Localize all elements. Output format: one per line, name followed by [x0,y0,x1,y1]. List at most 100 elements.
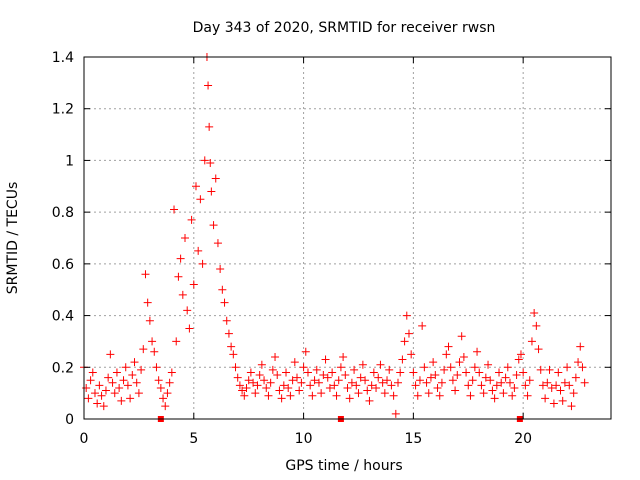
data-point [455,358,464,367]
data-point [413,391,422,400]
data-point [580,378,589,387]
data-point [563,363,572,372]
data-point [222,316,231,325]
data-point [141,270,150,279]
y-tick-label: 0 [65,412,74,428]
y-tick-label: 0.2 [52,360,74,376]
data-point [519,368,528,377]
data-point [194,246,203,255]
data-point [574,358,583,367]
data-point [314,378,323,387]
data-point [374,373,383,382]
data-point [523,391,532,400]
data-point [543,378,552,387]
data-point [380,389,389,398]
data-point [516,350,525,359]
data-point [246,368,255,377]
data-point [356,373,365,382]
x-axis-label: GPS time / hours [285,458,402,474]
data-point [567,402,576,411]
data-point [462,368,471,377]
data-point [211,174,220,183]
data-point [159,394,168,403]
data-point [275,386,284,395]
data-point [547,383,556,392]
data-point [154,376,163,385]
data-point [339,352,348,361]
data-point [424,389,433,398]
data-point [207,187,216,196]
data-point [415,376,424,385]
data-point [183,306,192,315]
data-point [343,383,352,392]
data-point [385,365,394,374]
data-point [301,347,310,356]
data-point [420,363,429,372]
data-point [325,383,334,392]
data-point [503,363,512,372]
data-point [444,342,453,351]
data-point [459,352,468,361]
data-point [121,363,130,372]
data-point [576,342,585,351]
data-point [260,376,269,385]
data-point [565,381,574,390]
x-tick-label: 0 [80,431,89,447]
data-point [308,391,317,400]
data-point [323,373,332,382]
data-point [361,376,370,385]
data-point [453,371,462,380]
data-point [132,378,141,387]
data-point [264,391,273,400]
data-point [165,378,174,387]
data-point [407,350,416,359]
data-point [341,371,350,380]
data-point [145,316,154,325]
data-point [310,376,319,385]
data-point [150,347,159,356]
data-point [400,337,409,346]
data-point [88,368,97,377]
data-point [367,381,376,390]
data-point [206,159,215,168]
y-tick-label: 0.4 [52,309,74,325]
data-point [139,345,148,354]
data-point [369,368,378,377]
data-point [510,383,519,392]
data-point [238,386,247,395]
data-point [495,368,504,377]
data-point [200,156,209,165]
data-point [383,376,392,385]
data-point [532,321,541,330]
data-point [189,280,198,289]
data-point [119,376,128,385]
data-point [541,394,550,403]
data-point [99,402,108,411]
data-point [266,378,275,387]
data-point [148,337,157,346]
data-point [90,389,99,398]
data-point [508,391,517,400]
data-point [525,376,534,385]
data-point [108,378,117,387]
data-point [352,381,361,390]
data-point [394,378,403,387]
data-point [475,368,484,377]
data-point [84,394,93,403]
data-point [545,365,554,374]
data-point [295,386,304,395]
data-point [286,391,295,400]
data-point [571,373,580,382]
data-point [227,342,236,351]
data-point [306,381,315,390]
data-point [82,383,91,392]
data-point [556,386,565,395]
data-point [435,391,444,400]
data-point [104,373,113,382]
data-point [372,383,381,392]
data-point [229,350,238,359]
data-point [268,365,277,374]
y-tick-label: 1.4 [52,50,74,66]
data-point [176,254,185,263]
data-point [271,352,280,361]
